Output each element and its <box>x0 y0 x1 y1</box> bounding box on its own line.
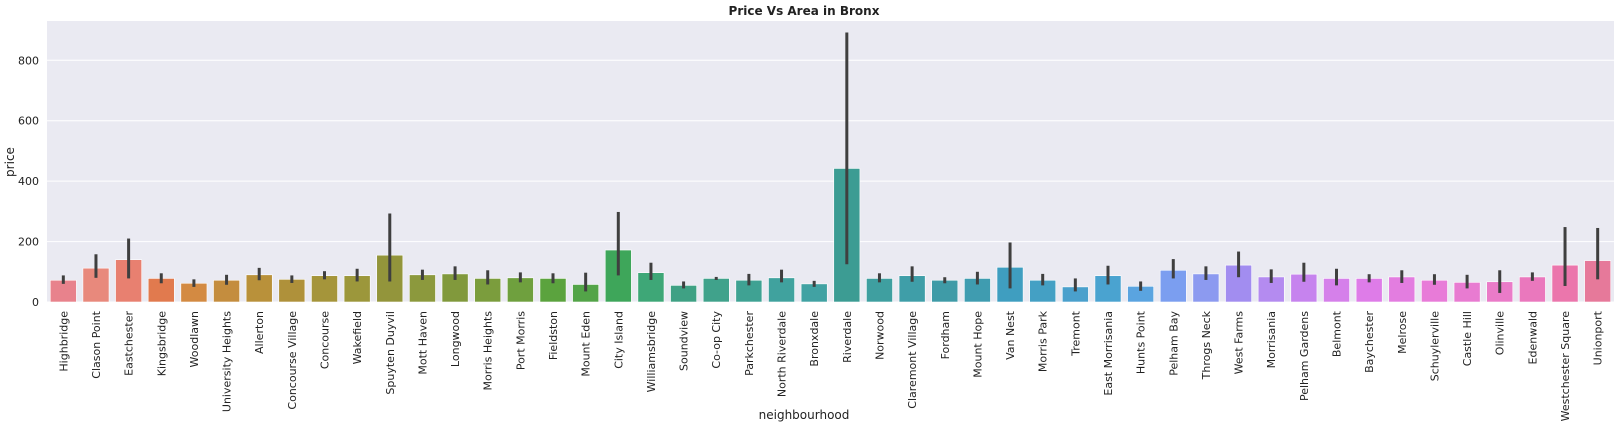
x-tick-label: Morris Park <box>1037 310 1050 372</box>
y-tick-label: 0 <box>32 296 39 309</box>
x-tick-label: Throgs Neck <box>1200 310 1213 380</box>
x-tick-label: Edenwald <box>1526 311 1539 364</box>
x-tick-label: Fieldston <box>547 311 560 360</box>
y-tick-label: 200 <box>18 236 39 249</box>
y-tick-labels: 0 200 400 600 800 <box>18 54 39 309</box>
x-tick-label: Port Morris <box>514 311 527 370</box>
x-tick-label: East Morrisania <box>1102 311 1115 396</box>
x-tick-label: Bronxdale <box>808 311 821 367</box>
x-tick-label: Mount Hope <box>971 311 984 378</box>
x-tick-label: Tremont <box>1069 310 1082 357</box>
x-tick-label: Castle Hill <box>1461 311 1474 366</box>
x-tick-label: Riverdale <box>841 311 854 363</box>
x-tick-label: Mount Eden <box>580 311 593 377</box>
error-bars-group <box>61 32 1600 293</box>
x-tick-label: Pelham Gardens <box>1298 311 1311 401</box>
x-tick-label: Claremont Village <box>906 311 919 409</box>
x-tick-label: Concourse <box>318 311 331 369</box>
x-tick-label: Morrisania <box>1265 311 1278 368</box>
bar <box>343 275 371 303</box>
x-tick-label: Spuyten Duyvil <box>384 311 397 395</box>
x-tick-label: Eastchester <box>123 311 136 376</box>
x-axis-label: neighbourhood <box>759 408 850 422</box>
x-tick-label: Soundview <box>678 311 691 371</box>
x-tick-label: Mott Haven <box>416 311 429 375</box>
x-tick-label: Allerton <box>253 311 266 354</box>
x-tick-label: Parkchester <box>743 311 756 376</box>
x-tick-label: Norwood <box>873 311 886 360</box>
x-tick-label: Schuylerville <box>1428 311 1441 382</box>
x-tick-label: Concourse Village <box>286 311 299 410</box>
x-tick-label: Baychester <box>1363 311 1376 373</box>
x-tick-label: University Heights <box>221 311 234 412</box>
y-axis-label: price <box>3 147 17 177</box>
grid-lines <box>47 59 1614 303</box>
x-tick-label: Williamsbridge <box>645 311 658 393</box>
x-tick-label: Westchester Square <box>1559 311 1572 422</box>
bar <box>702 278 730 303</box>
x-tick-label: Woodlawn <box>188 311 201 367</box>
x-tick-label: Pelham Bay <box>1167 311 1180 376</box>
x-tick-label: Fordham <box>939 311 952 359</box>
y-tick-label: 800 <box>18 54 39 67</box>
x-tick-label: Morris Heights <box>482 311 495 391</box>
x-tick-label: Kingsbridge <box>155 311 168 376</box>
bar <box>931 279 959 303</box>
x-tick-label: Van Nest <box>1004 310 1017 360</box>
bars-group <box>49 168 1612 303</box>
y-tick-label: 400 <box>18 175 39 188</box>
x-tick-label: Unionport <box>1592 310 1605 365</box>
bar <box>1519 276 1546 303</box>
x-tick-label: City Island <box>612 311 625 369</box>
plot-area <box>47 21 1614 302</box>
y-tick-label: 600 <box>18 115 39 128</box>
x-tick-label: Hunts Point <box>1135 310 1148 374</box>
x-tick-label: Clason Point <box>90 310 103 378</box>
x-tick-label: Co-op City <box>710 311 723 369</box>
x-tick-label: Longwood <box>449 311 462 367</box>
x-tick-label: Olinville <box>1494 311 1507 355</box>
bar <box>311 275 338 303</box>
x-tick-label: Wakefield <box>351 311 364 364</box>
x-tick-label: West Farms <box>1233 311 1246 375</box>
x-tick-label: Highbridge <box>57 311 70 372</box>
x-tick-labels: Highbridge Clason Point Eastchester Kingsbr… <box>57 310 1604 421</box>
chart-title: Price Vs Area in Bronx <box>729 4 880 18</box>
x-tick-label: North Riverdale <box>776 311 789 397</box>
x-tick-label: Melrose <box>1396 311 1409 354</box>
x-tick-label: Belmont <box>1331 310 1344 357</box>
